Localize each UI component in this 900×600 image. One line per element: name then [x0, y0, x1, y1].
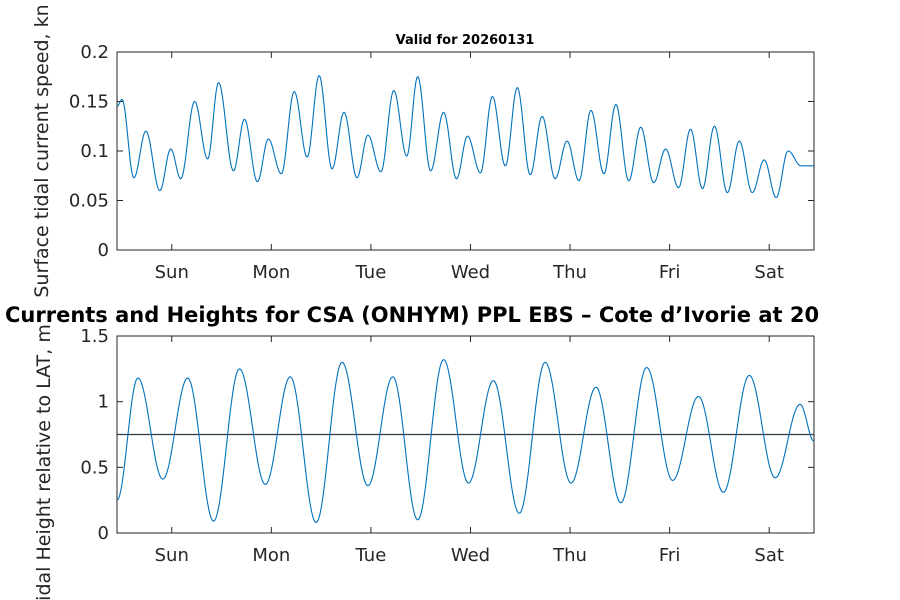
current-speed-ytick-label: 0.1	[80, 141, 109, 162]
tidal-height-ytick-label: 1.5	[80, 326, 109, 347]
current-speed-xtick-label: Thu	[552, 262, 587, 283]
current-speed-ytick-label: 0.05	[69, 191, 109, 212]
current-speed-xtick-label: Mon	[252, 262, 290, 283]
tidal-height-xtick-label: Wed	[451, 545, 490, 566]
tidal-height-xtick-label: Sat	[754, 545, 784, 566]
tidal-height-y-axis-label: Tidal Height relative to LAT, m	[33, 324, 55, 600]
current-speed-xtick-label: Sun	[155, 262, 189, 283]
tidal-height-xtick-label: Thu	[552, 545, 587, 566]
tidal-height-xtick-label: Tue	[355, 545, 387, 566]
current-speed-ytick-label: 0.15	[69, 92, 109, 113]
current-speed-xtick-label: Fri	[659, 262, 680, 283]
current-speed-plot-area	[116, 51, 815, 251]
current-speed-y-axis-label: Surface tidal current speed, kn	[31, 4, 53, 297]
tidal-height-ytick-label: 0.5	[80, 457, 109, 478]
current-speed-chart-title: Valid for 20260131	[396, 33, 535, 48]
tidal-height-xtick-label: Fri	[659, 545, 680, 566]
current-speed-ytick-label: 0.2	[80, 42, 109, 63]
current-speed-xtick-label: Wed	[451, 262, 490, 283]
current-speed-xtick-label: Sat	[754, 262, 784, 283]
tidal-height-ytick-label: 0	[98, 523, 109, 544]
tidal-height-ytick-label: 1	[98, 392, 109, 413]
tidal-height-chart: 0 0.5 1 1.5 Sun Mon Tue Wed Thu Fri Sat Tidal Hei…	[5, 303, 819, 600]
current-speed-ytick-label: 0	[98, 240, 109, 261]
tidal-height-xtick-label: Sun	[155, 545, 189, 566]
tidal-height-xtick-label: Mon	[252, 545, 290, 566]
current-speed-xtick-label: Tue	[355, 262, 387, 283]
current-speed-chart: Valid for 20260131 0 0.05 0.1 0.15 0.2 Sun Mo…	[31, 4, 815, 298]
tidal-height-chart-title: Currents and Heights for CSA (ONHYM) PPL…	[5, 303, 819, 327]
current-speed-series-line	[116, 75, 814, 199]
tidal-height-series-line	[116, 359, 815, 524]
